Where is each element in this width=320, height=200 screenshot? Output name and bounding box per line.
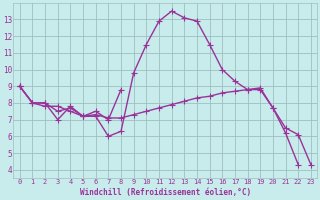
X-axis label: Windchill (Refroidissement éolien,°C): Windchill (Refroidissement éolien,°C) (80, 188, 251, 197)
